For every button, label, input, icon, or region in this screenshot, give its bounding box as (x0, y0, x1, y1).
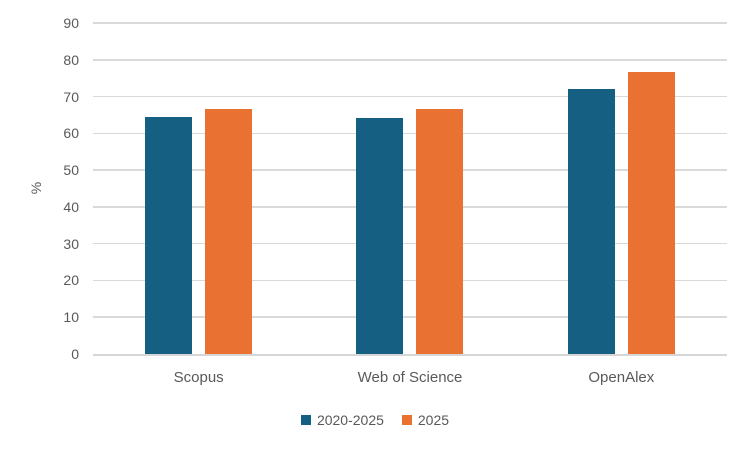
x-axis-category-label: OpenAlex (588, 369, 655, 386)
bar-2020-2025-scopus (145, 116, 193, 354)
gridline (93, 242, 727, 245)
gridline (93, 279, 727, 282)
gridline (93, 169, 727, 171)
legend-color-swatch-icon (401, 415, 412, 425)
bar-2020-2025-openalex (567, 89, 615, 354)
bar-group-scopus (93, 23, 304, 354)
legend-color-swatch-icon (300, 415, 311, 425)
legend-item-2020-2025: 2020-2025 (300, 411, 384, 429)
x-axis-category-labels: Scopus Web of Science OpenAlex (93, 369, 727, 387)
y-axis-tick-label: 50 (63, 162, 79, 179)
legend-item-2025: 2025 (401, 411, 450, 429)
plot-area (93, 22, 727, 356)
gridline (93, 132, 727, 135)
gridline (93, 206, 727, 208)
bar-2025-web-of-science (416, 108, 464, 354)
legend-item-label: 2020-2025 (316, 412, 384, 428)
x-axis-category-label: Web of Science (357, 369, 463, 386)
bar-2020-2025-web-of-science (356, 117, 404, 354)
gridline (93, 22, 727, 24)
bar-group-openalex (516, 23, 727, 354)
y-axis-title: % (28, 181, 44, 195)
legend-item-label: 2025 (417, 412, 450, 428)
y-axis-tick-label: 0 (71, 346, 79, 362)
y-axis-tick-label: 30 (63, 235, 79, 252)
gridline (93, 316, 727, 318)
gridline (93, 59, 727, 61)
gridline (93, 95, 727, 98)
y-axis-tick-label: 10 (63, 309, 79, 326)
x-axis-category-label: Scopus (173, 369, 224, 386)
y-axis-tick-label: 70 (63, 88, 79, 105)
y-axis-tick-label: 90 (63, 15, 79, 31)
bar-2025-openalex (627, 72, 675, 354)
bar-2025-scopus (205, 109, 253, 354)
bar-group-web-of-science (304, 23, 515, 354)
y-axis-tick-label: 20 (63, 272, 79, 289)
y-axis-tick-label: 80 (63, 51, 79, 68)
y-axis-tick-label: 40 (63, 198, 79, 215)
legend: 2020-2025 2025 (0, 411, 750, 429)
y-axis-tick-label: 60 (63, 125, 79, 142)
